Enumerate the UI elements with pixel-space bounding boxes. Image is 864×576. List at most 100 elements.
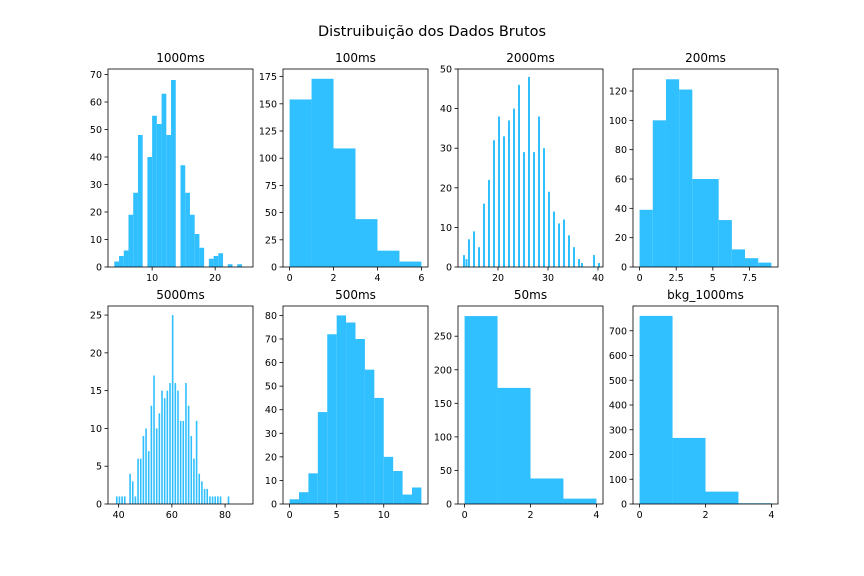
histogram-bar (163, 398, 166, 504)
histogram-bar (578, 259, 580, 267)
y-tick-label: 300 (609, 425, 627, 436)
y-tick-label: 0 (271, 263, 277, 274)
histogram-bar (548, 191, 550, 267)
histogram-bar (497, 387, 531, 504)
histogram-bar (219, 496, 222, 504)
x-tick-label: 2 (702, 510, 708, 521)
subplot-100ms: 100ms 0 2 4 6 0 25 50 75 100 125 150 175 (259, 51, 429, 284)
histogram-bar (558, 223, 560, 267)
subplot-title: 5000ms (156, 288, 204, 302)
histogram-bar (189, 214, 195, 267)
histogram-bar (147, 157, 153, 267)
y-tick-label: 20 (440, 183, 452, 194)
x-tick-label: 40 (113, 510, 125, 521)
subplot-title: 100ms (335, 51, 376, 65)
histogram-bar (201, 481, 203, 504)
histogram-bar (227, 264, 233, 267)
x-tick-label: 20 (209, 273, 221, 284)
histogram-bar (145, 428, 147, 504)
histogram-bar (692, 179, 706, 267)
y-tick-label: 50 (265, 208, 277, 219)
y-tick-label: 50 (440, 466, 452, 477)
histogram-bar (679, 89, 693, 268)
histogram-bar (166, 390, 169, 504)
histogram-bar (114, 261, 120, 267)
histogram-bar (581, 263, 583, 267)
y-tick-label: 100 (434, 432, 452, 443)
x-tick-label: 6 (418, 273, 424, 284)
histogram-bar (528, 76, 530, 267)
x-tick-label: 0 (287, 510, 293, 521)
histogram-bar (333, 148, 356, 267)
histogram-bar (639, 209, 653, 267)
histogram-bar (563, 219, 565, 267)
x-tick-label: 60 (166, 510, 178, 521)
y-tick-label: 0 (621, 263, 627, 274)
histogram-bar (538, 116, 540, 268)
histogram-bar (402, 494, 412, 504)
histogram-bar (393, 471, 403, 504)
histogram-bar (182, 420, 185, 504)
y-tick-label: 20 (265, 452, 277, 463)
histogram-bar (237, 264, 242, 267)
x-tick-label: 4 (593, 510, 599, 521)
x-tick-label: 40 (592, 273, 604, 284)
y-tick-label: 100 (259, 154, 277, 165)
histogram-bar (153, 375, 155, 504)
histogram-bar (203, 488, 206, 504)
subplot-title: bkg_1000ms (667, 288, 744, 302)
histogram-bar (399, 261, 422, 267)
y-tick-label: 20 (615, 233, 627, 244)
histogram-bar (745, 258, 759, 267)
histogram-bar (185, 383, 187, 504)
histogram-bar (665, 79, 680, 268)
x-tick-label: 0 (287, 273, 293, 284)
histogram-bar (311, 78, 334, 268)
y-tick-label: 70 (90, 70, 102, 81)
histogram-bar (217, 496, 219, 504)
x-tick-label: 80 (219, 510, 231, 521)
histogram-bar (483, 203, 485, 267)
histogram-bar (174, 383, 177, 504)
y-tick-label: 10 (90, 424, 102, 435)
subplot-500ms: 500ms 0 5 10 0 10 20 30 40 50 60 70 80 (265, 288, 429, 521)
histogram-bar (137, 135, 143, 267)
y-tick-label: 0 (96, 263, 102, 274)
x-tick-label: 4 (768, 510, 774, 521)
y-tick-label: 150 (434, 399, 452, 410)
histogram-bar (503, 136, 505, 267)
x-tick-label: 2 (527, 510, 533, 521)
y-tick-label: 20 (90, 348, 102, 359)
histogram-bar (573, 247, 575, 267)
histogram-bar (179, 420, 182, 504)
subplot-1000ms: 1000ms 10 20 0 10 20 30 40 50 60 70 (90, 51, 254, 284)
histogram-bar (158, 413, 161, 504)
y-tick-label: 80 (265, 311, 277, 322)
histogram-bar (317, 412, 328, 504)
y-tick-label: 30 (90, 180, 102, 191)
y-tick-label: 400 (609, 401, 627, 412)
histogram-bar (115, 496, 118, 504)
histogram-bar (488, 179, 490, 267)
histogram-bar (493, 140, 495, 267)
histogram-bar (652, 120, 666, 267)
x-tick-label: 0 (637, 273, 643, 284)
subplot-title: 500ms (335, 288, 376, 302)
axes-frame (457, 68, 604, 268)
histogram-bar (121, 496, 123, 504)
histogram-bar (563, 498, 597, 504)
histogram-bar (187, 405, 190, 504)
histogram-bar (199, 247, 205, 267)
histogram-bar (523, 152, 525, 267)
y-tick-label: 600 (609, 351, 627, 362)
histogram-bar (518, 84, 520, 267)
histogram-bar (118, 496, 121, 504)
histogram-bar (299, 492, 309, 504)
x-tick-label: 20 (492, 273, 504, 284)
histogram-bar (209, 496, 211, 504)
subplot-200ms: 200ms 0 2.5 5 7.5 0 20 40 60 80 100 120 (609, 51, 779, 284)
y-tick-label: 500 (609, 376, 627, 387)
y-tick-label: 50 (265, 382, 277, 393)
histogram-bar (161, 390, 163, 504)
histogram-bar (758, 262, 772, 267)
